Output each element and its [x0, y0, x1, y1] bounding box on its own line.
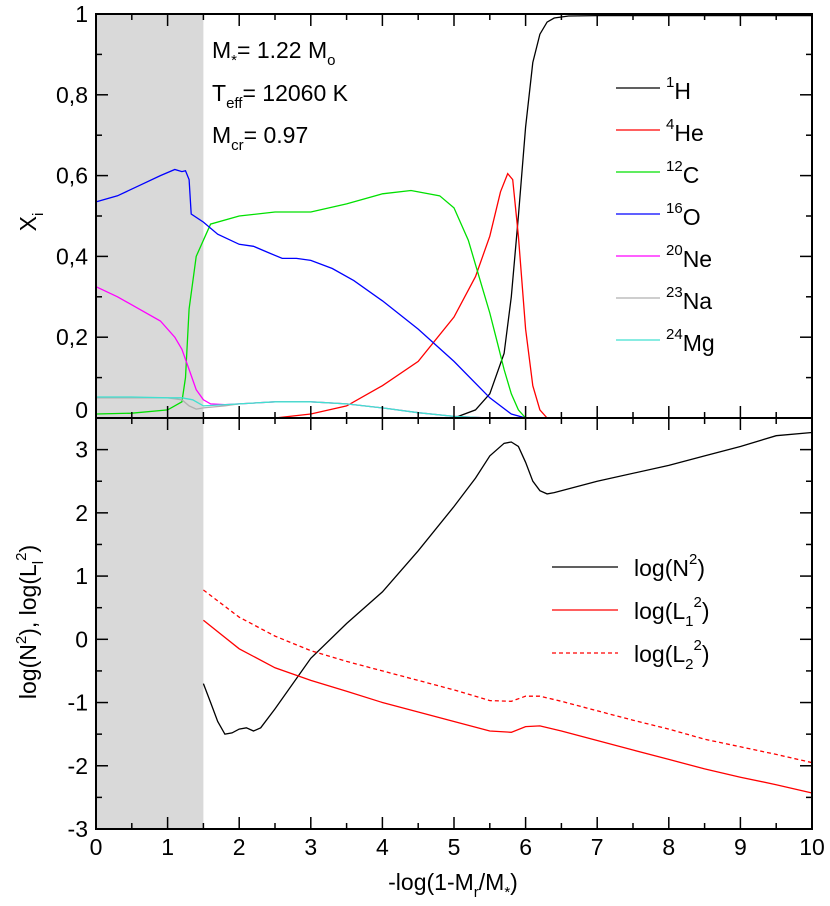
series-line-log-l1-2 — [202, 619, 813, 794]
legend-label-mg: 24Mg — [666, 326, 715, 356]
x-tick-label: 10 — [799, 834, 825, 860]
x-tick-label: 2 — [233, 834, 246, 860]
legend-label-he: 4He — [666, 116, 704, 146]
top-y-tick-label: 0 — [75, 397, 88, 423]
x-tick-label: 4 — [376, 834, 389, 860]
bottom-y-tick-label: 3 — [75, 437, 88, 463]
legend-label-log-l1-2: log(L12) — [634, 594, 710, 630]
bottom-y-tick-label: -1 — [68, 690, 88, 716]
shaded-region-bottom — [96, 418, 204, 829]
bottom-y-tick-label: 1 — [75, 563, 88, 589]
bottom-y-tick-label: 0 — [75, 626, 88, 652]
top-y-axis-title: Xi — [15, 213, 47, 232]
x-tick-label: 3 — [304, 834, 317, 860]
bottom-y-tick-label: -3 — [68, 816, 88, 842]
x-tick-label: 9 — [734, 834, 747, 860]
shaded-region-top — [96, 14, 204, 418]
top-y-tick-label: 0,4 — [56, 243, 88, 269]
bottom-y-tick-label: 2 — [75, 500, 88, 526]
legend-label-na: 23Na — [666, 284, 712, 314]
series-line-he — [274, 172, 548, 419]
x-tick-label: 7 — [591, 834, 604, 860]
x-axis-title: -log(1-Mr/M*) — [388, 869, 518, 901]
annotation-crystallized-mass: Mcr= 0.97 — [212, 122, 308, 154]
top-y-tick-label: 0,8 — [56, 82, 88, 108]
bottom-legend: log(N2) log(L12) log(L22) — [552, 551, 710, 673]
series-line-o — [95, 168, 526, 419]
x-tick-label: 0 — [90, 834, 103, 860]
legend-label-log-l2-2: log(L22) — [634, 637, 710, 673]
axis-ticks — [95, 13, 813, 830]
top-y-tick-label: 1 — [75, 1, 88, 27]
annotation-effective-temperature: Teff= 12060 K — [212, 80, 349, 112]
x-tick-label: 5 — [448, 834, 461, 860]
bottom-y-tick-label: -2 — [68, 753, 88, 779]
bottom-y-axis-title: log(N2), log(Ll2) — [13, 545, 47, 699]
legend-label-ne: 20Ne — [666, 242, 712, 272]
legend-label-c: 12C — [666, 158, 699, 188]
series-line-mg — [96, 396, 490, 419]
legend-label-o: 16O — [666, 200, 701, 230]
annotation-stellar-mass: M*= 1.22 Mo — [212, 37, 336, 69]
legend-label-h: 1H — [666, 74, 691, 104]
x-tick-label: 8 — [662, 834, 675, 860]
x-tick-label: 6 — [519, 834, 532, 860]
legend-label-log-n2: log(N2) — [634, 551, 705, 581]
series-line-c — [95, 189, 527, 419]
bottom-panel-series — [202, 431, 813, 794]
series-line-h — [453, 14, 812, 419]
top-y-tick-label: 0,2 — [56, 324, 88, 350]
top-legend: 1H 4He 12C 16O 20Ne 23Na 24Mg — [616, 74, 715, 356]
x-tick-label: 1 — [161, 834, 174, 860]
top-y-tick-label: 0,6 — [56, 163, 88, 189]
series-line-log-n2 — [202, 431, 813, 735]
axis-tick-labels: 0 1 2 3 4 5 6 7 8 9 10 0 0,2 0,4 0,6 0,8 1 -3 -2 -1 0 1 2 3 — [56, 1, 825, 860]
top-panel-series — [95, 14, 812, 419]
series-line-log-l2-2 — [203, 589, 813, 764]
